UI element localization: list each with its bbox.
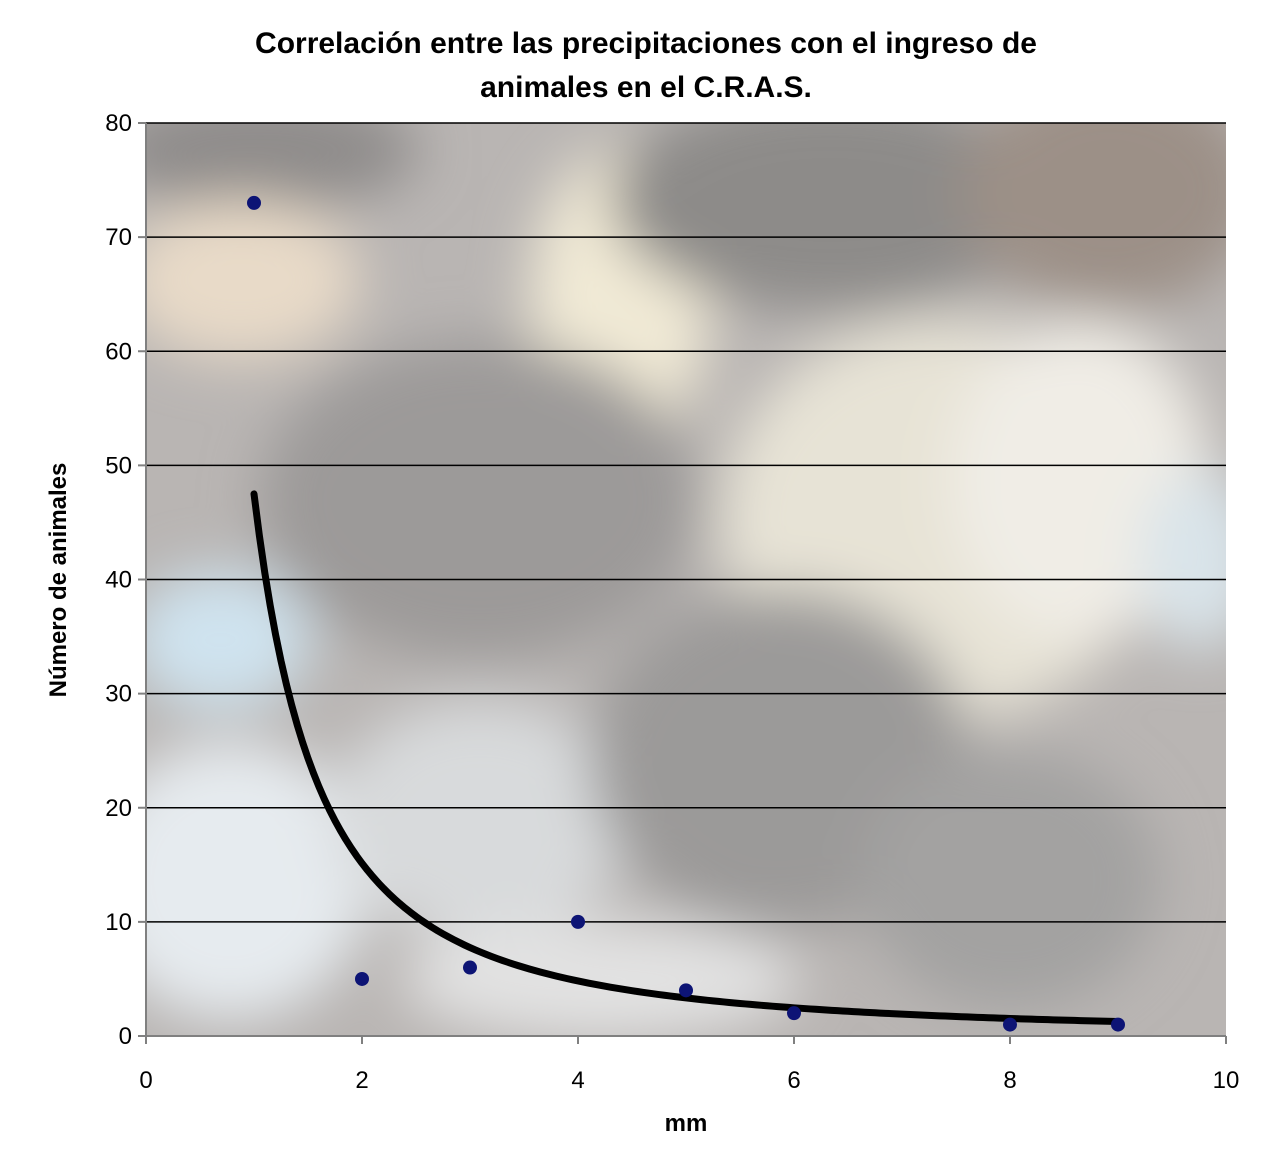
data-points <box>247 195 1125 1032</box>
y-tick-label: 60 <box>105 338 132 365</box>
chart-title-line-2: animales en el C.R.A.S. <box>480 71 812 104</box>
x-tick-label: 0 <box>139 1067 152 1094</box>
x-tick-label: 2 <box>355 1067 368 1094</box>
x-axis-ticks: 0 2 4 6 8 10 <box>139 1036 1239 1094</box>
trendline <box>250 490 1122 1026</box>
chart-title-line-1: Correlación entre las precipitaciones co… <box>255 27 1037 60</box>
y-tick-label: 30 <box>105 681 132 708</box>
data-point <box>1003 1017 1017 1032</box>
data-point <box>571 914 585 929</box>
y-tick-label: 40 <box>105 567 132 594</box>
data-point <box>355 971 369 986</box>
data-point <box>1111 1017 1125 1032</box>
y-tick-label: 0 <box>119 1023 132 1050</box>
x-tick-label: 10 <box>1213 1067 1240 1094</box>
data-point <box>679 983 693 998</box>
gridlines <box>146 122 1226 923</box>
y-tick-label: 80 <box>105 110 132 137</box>
x-tick-label: 4 <box>571 1067 584 1094</box>
y-tick-label: 50 <box>105 452 132 479</box>
x-axis-label: mm <box>665 1110 708 1137</box>
x-tick-label: 6 <box>787 1067 800 1094</box>
x-tick-label: 8 <box>1003 1067 1016 1094</box>
plot-background <box>146 123 1226 1036</box>
y-tick-label: 10 <box>105 909 132 936</box>
data-point <box>247 195 261 210</box>
data-point <box>463 960 477 975</box>
data-point <box>787 1006 801 1021</box>
y-axis-ticks: 0 10 20 30 40 50 60 70 80 <box>105 110 146 1050</box>
y-axis-label: Número de animales <box>45 463 72 698</box>
trendline-layer <box>250 490 1122 1026</box>
y-tick-label: 70 <box>105 224 132 251</box>
y-tick-label: 20 <box>105 795 132 822</box>
